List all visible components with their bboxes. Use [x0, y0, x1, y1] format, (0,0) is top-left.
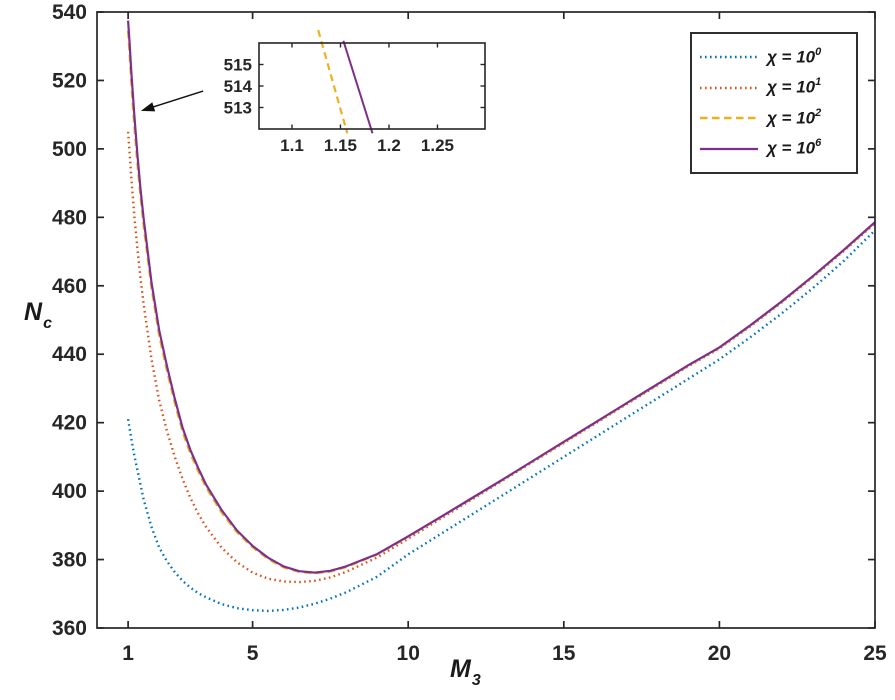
legend-label-2: χ = 102 — [767, 106, 822, 128]
legend: χ = 100 χ = 101 χ = 102 χ = 106 — [690, 32, 858, 174]
annotation-arrow — [140, 90, 204, 112]
inset-series-1 — [342, 40, 374, 134]
legend-item-1: χ = 101 — [699, 76, 852, 98]
curves — [126, 20, 875, 613]
legend-label-0: χ = 100 — [767, 45, 822, 67]
y-tick-label: 440 — [52, 343, 87, 366]
x-axis-label-base: M — [450, 655, 471, 683]
inset-plot: 1.1 1.15 1.2 1.25 513 514 515 — [224, 29, 486, 155]
x-tick-label: 5 — [247, 642, 259, 665]
y-tick-label: 360 — [52, 617, 87, 640]
y-axis-label-sub: c — [43, 315, 52, 333]
legend-dotted-line-sample — [700, 86, 758, 89]
y-tick-label: 540 — [52, 1, 87, 24]
legend-item-0: χ = 100 — [699, 45, 852, 68]
y-tick-label: 420 — [52, 412, 87, 435]
legend-solid-line-sample — [700, 147, 758, 150]
x-tick-label: 20 — [708, 642, 731, 665]
y-tick-label: 380 — [52, 549, 87, 572]
y-axis-label-base: N — [24, 298, 43, 326]
y-tick-label: 460 — [52, 275, 87, 298]
legend-label-3: χ = 106 — [767, 137, 822, 159]
arrow-shaft — [150, 90, 204, 109]
legend-label-1: χ = 101 — [767, 76, 822, 98]
series-1 — [126, 131, 875, 584]
x-tick-label: 10 — [397, 642, 420, 665]
inset-y-tick-label: 515 — [224, 56, 252, 75]
x-tick-label: 15 — [552, 642, 576, 665]
x-axis-label: M3 — [450, 655, 481, 689]
inset-x-tick-label: 1.2 — [377, 136, 401, 155]
series-3 — [127, 20, 875, 574]
x-axis-label-sub: 3 — [471, 672, 481, 690]
plot-border — [96, 11, 876, 629]
legend-item-2: χ = 102 — [699, 106, 852, 129]
x-tick-label: 1 — [122, 642, 134, 665]
legend-dashed-line-sample — [700, 117, 758, 120]
inset-y-tick-label: 514 — [224, 77, 253, 96]
y-tick-label: 500 — [52, 138, 87, 161]
y-tick-label: 400 — [52, 480, 87, 503]
y-axis-label: Nc — [24, 298, 52, 332]
inset-x-tick-label: 1.25 — [421, 136, 454, 155]
legend-item-3: χ = 106 — [699, 137, 852, 159]
y-tick-label: 480 — [52, 206, 87, 229]
inset-x-tick-label: 1.1 — [280, 136, 304, 155]
inset-background — [259, 43, 485, 129]
y-tick-label: 520 — [52, 69, 87, 92]
x-tick-label: 25 — [863, 642, 887, 665]
inset-y-tick-label: 513 — [224, 99, 252, 118]
inset-x-tick-label: 1.15 — [324, 136, 357, 155]
legend-dotted-line-sample — [700, 56, 758, 59]
inset-series-0 — [317, 29, 349, 134]
series-0 — [126, 229, 875, 613]
arrow-head — [140, 102, 156, 112]
